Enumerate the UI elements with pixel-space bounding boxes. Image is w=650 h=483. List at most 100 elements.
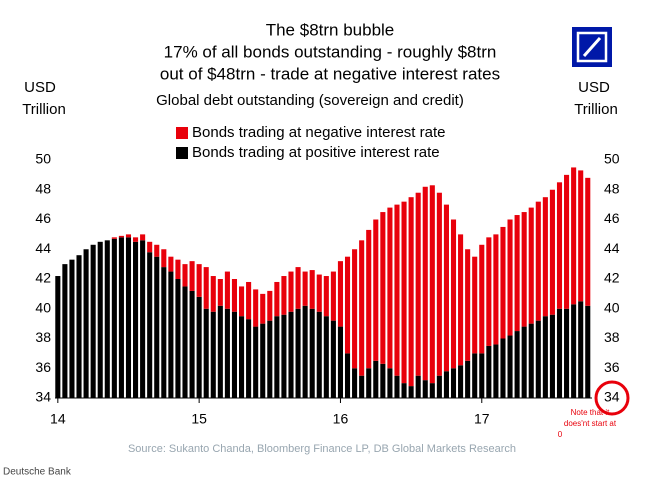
x-tick-label: 14 (50, 411, 66, 427)
bar-segment (111, 237, 117, 239)
bar-segment (507, 335, 513, 398)
bar-segment (309, 308, 315, 398)
bar-segment (302, 271, 308, 306)
y-tick-label: 38 (35, 329, 51, 345)
bar-segment (408, 386, 414, 398)
bar-segment (571, 304, 577, 398)
bar-segment (422, 380, 428, 398)
bar-segment (161, 267, 167, 398)
bar-segment (486, 345, 492, 398)
bar-segment (295, 267, 301, 309)
bar-segment (578, 301, 584, 398)
bar-segment (344, 256, 351, 354)
bar-segment (450, 368, 457, 398)
bar-segment (111, 238, 117, 398)
bar-segment (472, 256, 478, 354)
bar-segment (507, 219, 513, 336)
legend-swatch (176, 147, 188, 159)
bar-segment (323, 276, 329, 317)
y2-tick-label: 48 (604, 180, 620, 196)
bar-segment (217, 279, 223, 306)
bar-segment (479, 353, 485, 398)
bar-segment (556, 182, 563, 309)
bar-segment (542, 316, 548, 398)
bar-segment (203, 308, 209, 398)
bar-segment (196, 296, 202, 398)
y-tick-label: 34 (35, 389, 51, 405)
annotation: does'nt start at (564, 419, 617, 428)
source: Source: Sukanto Chanda, Bloomberg Financ… (128, 443, 516, 455)
x-tick-label: 16 (333, 411, 349, 427)
bar-segment (69, 259, 75, 398)
bar-segment (556, 308, 563, 398)
bar-segment (458, 365, 464, 398)
bar-segment (380, 363, 386, 398)
bar-segment (528, 323, 534, 398)
bar-segment (493, 234, 499, 345)
bar-segment (521, 326, 527, 398)
bar-segment (104, 240, 110, 398)
bar-segment (189, 261, 195, 291)
bar-segment (210, 276, 216, 312)
bar-segment (246, 319, 252, 398)
bar-segment (401, 201, 407, 384)
annotation: Note that it (571, 408, 610, 417)
bar-segment (118, 235, 124, 238)
logo (572, 27, 612, 67)
legend-label: Bonds trading at positive interest rate (192, 144, 440, 161)
bar-segment (549, 189, 555, 315)
annotation: 0 (558, 430, 563, 439)
bar-segment (344, 353, 351, 398)
bar-segment (182, 264, 188, 287)
bar-segment (465, 249, 471, 361)
bar-segment (585, 305, 591, 398)
x-tick-label: 17 (474, 411, 490, 427)
bar-segment (415, 375, 421, 398)
bar-segment (118, 237, 124, 398)
bar-segment (224, 308, 230, 398)
y2-tick-label: 36 (604, 359, 620, 375)
bar-segment (133, 237, 139, 242)
bar-segment (443, 371, 449, 398)
bar-segment (323, 316, 329, 398)
footer: Deutsche Bank (3, 467, 72, 478)
bar-segment (90, 244, 96, 398)
bar-segment (55, 276, 61, 398)
bar-segment (309, 270, 315, 309)
bar-segment (168, 256, 174, 272)
bar-segment (564, 308, 570, 398)
bar-segment (578, 170, 584, 302)
bar-segment (253, 289, 259, 327)
bar-segment (387, 207, 393, 369)
bar-segment (443, 204, 449, 372)
bar-segment (394, 375, 400, 398)
bar-segment (352, 368, 358, 398)
bar-segment (154, 256, 160, 398)
bar-segment (458, 234, 464, 366)
bar-segment (231, 311, 238, 398)
bar-segment (217, 305, 223, 398)
bar-segment (147, 252, 153, 398)
bar-segment (535, 320, 541, 398)
bar-segment (450, 219, 457, 369)
bar-segment (196, 264, 202, 297)
y-axis-label: Trillion (22, 101, 66, 118)
legend-label: Bonds trading at negative interest rate (192, 124, 446, 141)
bar-segment (253, 326, 259, 398)
y2-axis-label: USD (578, 79, 610, 96)
bar-segment (154, 244, 160, 257)
bar-segment (260, 293, 266, 324)
y2-tick-label: 44 (604, 240, 620, 256)
bar-segment (210, 311, 216, 398)
bar-segment (514, 331, 520, 398)
y2-tick-label: 34 (604, 389, 620, 405)
bar-segment (500, 338, 506, 398)
bar-segment (62, 264, 68, 398)
bar-segment (549, 314, 555, 398)
bar-segment (479, 244, 485, 354)
bar-segment (274, 281, 280, 317)
bar-segment (585, 177, 591, 306)
bar-segment (380, 212, 386, 364)
bar-segment (465, 360, 471, 398)
bar-segment (238, 316, 245, 398)
